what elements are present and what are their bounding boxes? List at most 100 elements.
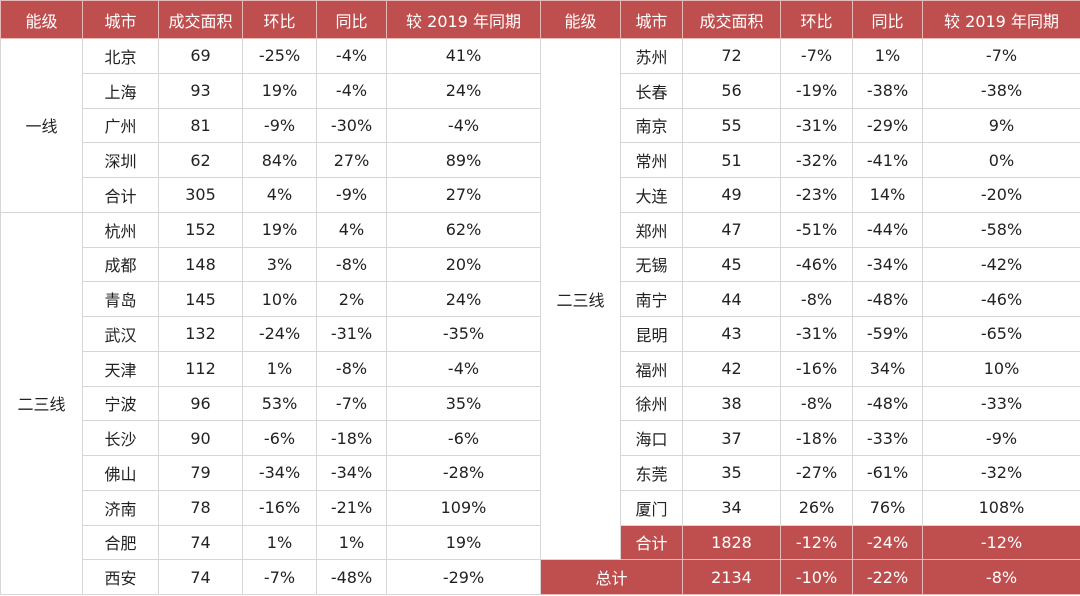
mom-cell: -18% <box>780 420 853 456</box>
area-cell: 78 <box>158 489 243 526</box>
city-cell: 西安 <box>82 559 159 595</box>
yoy-cell: -4% <box>316 38 387 74</box>
city-cell: 宁波 <box>82 385 159 422</box>
yoy-cell: 76% <box>852 489 923 526</box>
header-cell: 城市 <box>82 0 159 39</box>
yoy-cell: -34% <box>852 246 923 283</box>
vs-2019-cell: -42% <box>922 246 1080 283</box>
vs-2019-cell: 109% <box>386 489 541 526</box>
vs-2019-cell: -46% <box>922 281 1080 317</box>
area-cell: 45 <box>682 246 781 283</box>
yoy-cell: -48% <box>852 281 923 317</box>
city-cell: 深圳 <box>82 142 159 178</box>
yoy-cell: -4% <box>316 72 387 109</box>
vs-2019-cell: -12% <box>922 524 1080 561</box>
city-cell: 成都 <box>82 246 159 283</box>
header-cell: 能级 <box>0 0 83 39</box>
mom-cell: 1% <box>242 350 317 387</box>
yoy-cell: -38% <box>852 72 923 109</box>
vs-2019-cell: 9% <box>922 107 1080 144</box>
mom-cell: -7% <box>780 38 853 74</box>
mom-cell: 1% <box>242 524 317 561</box>
area-cell: 35 <box>682 455 781 491</box>
city-cell: 杭州 <box>82 211 159 248</box>
area-cell: 81 <box>158 107 243 144</box>
area-cell: 72 <box>682 38 781 74</box>
mom-cell: -9% <box>242 107 317 144</box>
mom-cell: 4% <box>242 177 317 213</box>
mom-cell: -31% <box>780 316 853 352</box>
vs-2019-cell: -6% <box>386 420 541 456</box>
city-cell: 苏州 <box>620 38 683 74</box>
area-cell: 69 <box>158 38 243 74</box>
mom-cell: 10% <box>242 281 317 317</box>
city-cell: 济南 <box>82 489 159 526</box>
tier-cell: 二三线 <box>540 37 621 561</box>
tier-cell: 一线 <box>0 38 83 213</box>
area-cell: 74 <box>158 559 243 595</box>
city-cell: 长春 <box>620 72 683 109</box>
city-cell: 武汉 <box>82 316 159 352</box>
header-cell: 同比 <box>852 0 923 39</box>
vs-2019-cell: 0% <box>922 142 1080 178</box>
city-cell: 南宁 <box>620 281 683 317</box>
header-row: 能级 城市 成交面积 环比 同比较 2019 年同期 能级 城市 成交面积 环比 同比较 2019… <box>0 0 1080 39</box>
area-cell: 1828 <box>682 524 781 561</box>
table-row: 济南 78 -16% -21% 109% 厦门 34 26% 76% 108% <box>1 489 1080 526</box>
city-cell: 青岛 <box>82 281 159 317</box>
yoy-cell: -8% <box>316 350 387 387</box>
mom-cell: -25% <box>242 38 317 74</box>
vs-2019-cell: -8% <box>922 559 1080 595</box>
yoy-cell: -24% <box>852 524 923 561</box>
city-cell: 合计 <box>82 177 159 213</box>
table-row: 佛山 79 -34% -34% -28% 东莞 35 -27% -61% -32% <box>1 455 1080 491</box>
city-cell: 上海 <box>82 72 159 109</box>
mom-cell: -23% <box>780 177 853 213</box>
vs-2019-cell: -32% <box>922 455 1080 491</box>
area-cell: 49 <box>682 177 781 213</box>
vs-2019-cell: 10% <box>922 350 1080 387</box>
yoy-cell: -8% <box>316 246 387 283</box>
table-row: 成都 148 3% -8% 20% 无锡 45 -46% -34% -42% <box>1 246 1080 283</box>
yoy-cell: -41% <box>852 142 923 178</box>
yoy-cell: -34% <box>316 455 387 491</box>
mom-cell: -27% <box>780 455 853 491</box>
table-row: 二三线 杭州 152 19% 4% 62% 郑州 47 -51% -44% -58% <box>0 211 1080 596</box>
city-cell: 东莞 <box>620 455 683 491</box>
mom-cell: -34% <box>242 455 317 491</box>
area-cell: 93 <box>158 72 243 109</box>
mom-cell: 26% <box>780 489 853 526</box>
vs-2019-cell: 24% <box>386 281 541 317</box>
table-row: 武汉 132 -24% -31% -35% 昆明 43 -31% -59% -65% <box>1 316 1080 352</box>
mom-cell: -51% <box>780 211 853 248</box>
vs-2019-cell: -4% <box>386 107 541 144</box>
area-cell: 44 <box>682 281 781 317</box>
vs-2019-cell: -29% <box>386 559 541 595</box>
vs-2019-cell: -35% <box>386 316 541 352</box>
area-cell: 37 <box>682 420 781 456</box>
area-cell: 96 <box>158 385 243 422</box>
vs-2019-cell: -4% <box>386 350 541 387</box>
vs-2019-cell: -7% <box>922 38 1080 74</box>
yoy-cell: -48% <box>316 559 387 595</box>
yoy-cell: 2% <box>316 281 387 317</box>
table-row: 青岛 145 10% 2% 24% 南宁 44 -8% -48% -46% <box>1 281 1080 317</box>
vs-2019-cell: 62% <box>386 211 541 248</box>
table-row: 长沙 90 -6% -18% -6% 海口 37 -18% -33% -9% <box>1 420 1080 456</box>
area-cell: 56 <box>682 72 781 109</box>
city-cell: 天津 <box>82 350 159 387</box>
yoy-cell: -44% <box>852 211 923 248</box>
vs-2019-cell: 20% <box>386 246 541 283</box>
vs-2019-cell: 27% <box>386 177 541 213</box>
area-cell: 74 <box>158 524 243 561</box>
mom-cell: -46% <box>780 246 853 283</box>
yoy-cell: -22% <box>852 559 923 595</box>
vs-2019-cell: 35% <box>386 385 541 422</box>
vs-2019-cell: 19% <box>386 524 541 561</box>
yoy-cell: -29% <box>852 107 923 144</box>
city-cell: 无锡 <box>620 246 683 283</box>
area-cell: 55 <box>682 107 781 144</box>
yoy-cell: -33% <box>852 420 923 456</box>
yoy-cell: -59% <box>852 316 923 352</box>
